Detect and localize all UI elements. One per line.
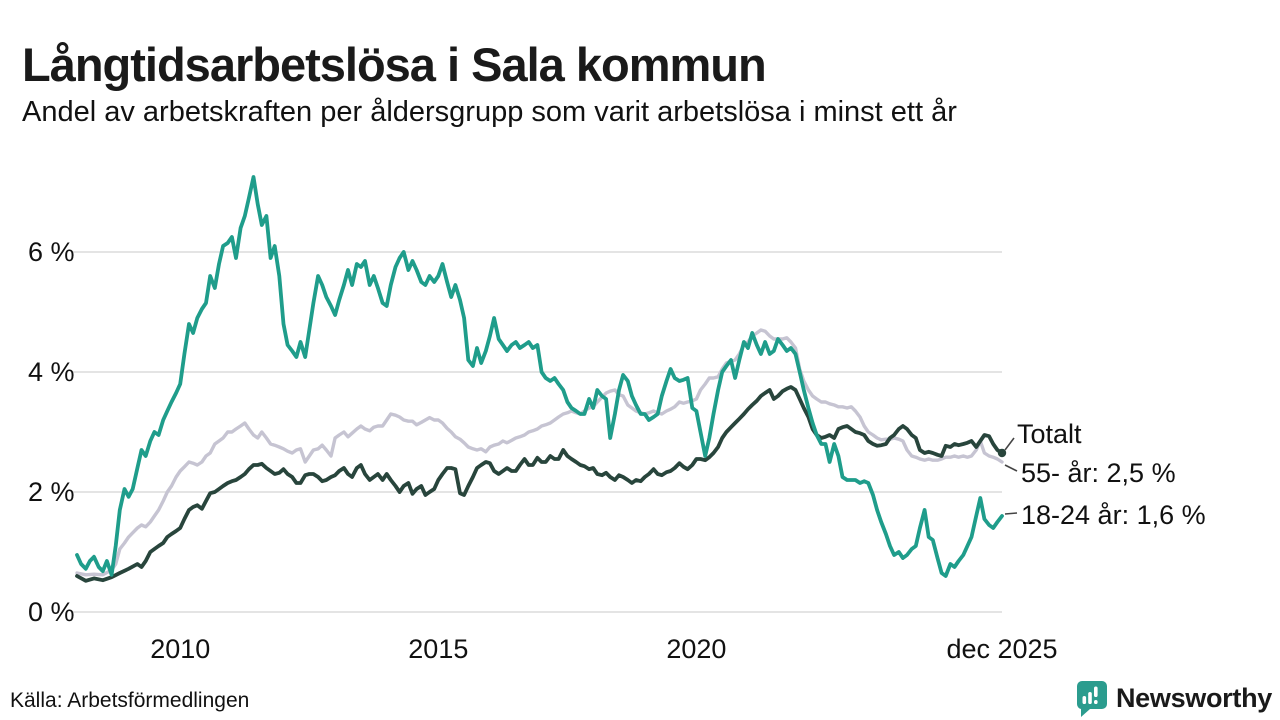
y-axis-tick-label: 6 %: [28, 237, 75, 267]
x-axis-tick-label: 2015: [408, 634, 468, 664]
newsworthy-wordmark: Newsworthy: [1115, 682, 1272, 713]
y-axis-tick-label: 0 %: [28, 597, 75, 627]
source-attribution: Källa: Arbetsförmedlingen: [10, 689, 250, 712]
series-label-55-ar: 55- år: 2,5 %: [1021, 458, 1176, 488]
y-axis-tick-label: 4 %: [28, 357, 75, 387]
newsworthy-logo: Newsworthy: [1073, 679, 1272, 717]
x-axis-tick-label: 2010: [150, 634, 210, 664]
y-axis-tick-label: 2 %: [28, 477, 75, 507]
series-line-55-r: [75, 328, 1004, 577]
series-end-dot: [997, 448, 1007, 458]
x-axis-tick-label: 2020: [666, 634, 726, 664]
page-title: Långtidsarbetslösa i Sala kommun: [22, 38, 767, 92]
x-axis-tick-label: dec 2025: [946, 634, 1057, 664]
series-line-totalt: [75, 385, 1004, 583]
annotation-leader-line: [1004, 437, 1015, 451]
newsworthy-speech-bubble-bar-chart-icon: [1076, 681, 1107, 717]
series-label-totalt: Totalt: [1017, 419, 1082, 449]
series-label-18-24-ar: 18-24 år: 1,6 %: [1021, 500, 1206, 530]
annotation-leader-line: [1004, 512, 1018, 515]
annotation-leader-line: [1004, 464, 1018, 472]
series-line-18-24-r: [75, 175, 1004, 578]
page-subtitle: Andel av arbetskraften per åldersgrupp s…: [22, 96, 957, 128]
